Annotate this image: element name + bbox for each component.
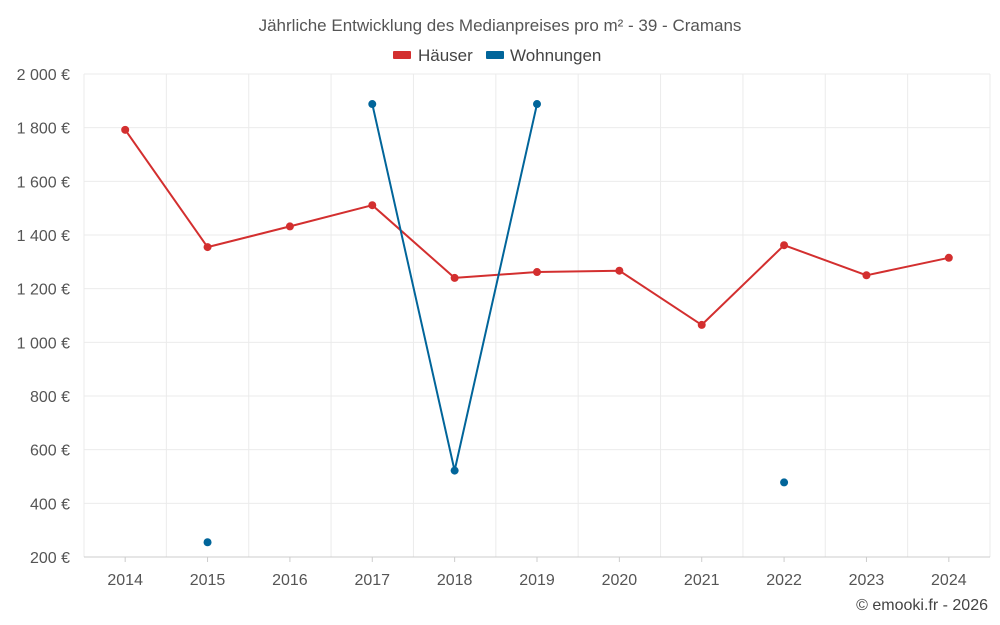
data-point-wohnungen-2015[interactable] bbox=[203, 538, 212, 547]
x-tick-label: 2020 bbox=[602, 572, 638, 589]
y-tick-label: 1 600 € bbox=[17, 174, 70, 191]
data-point-haeuser-2016[interactable] bbox=[285, 222, 294, 231]
data-point-haeuser-2017[interactable] bbox=[368, 201, 377, 210]
x-tick-label: 2021 bbox=[684, 572, 720, 589]
legend-swatch-wohnungen bbox=[486, 51, 504, 59]
legend: Häuser Wohnungen bbox=[393, 46, 601, 65]
data-point-haeuser-2019[interactable] bbox=[533, 268, 541, 277]
y-tick-label: 2 000 € bbox=[17, 67, 70, 84]
data-point-wohnungen-2019[interactable] bbox=[533, 100, 541, 109]
y-tick-label: 1 800 € bbox=[17, 121, 70, 138]
legend-swatch-haeuser bbox=[393, 51, 411, 59]
y-tick-label: 1 200 € bbox=[17, 282, 70, 299]
data-point-haeuser-2020[interactable] bbox=[615, 266, 624, 275]
data-point-wohnungen-2017[interactable] bbox=[368, 100, 377, 109]
x-tick-label: 2023 bbox=[849, 572, 885, 589]
y-tick-label: 1 400 € bbox=[17, 228, 70, 245]
copyright-text: © emooki.fr - 2026 bbox=[856, 597, 988, 614]
x-tick-label: 2017 bbox=[354, 572, 390, 589]
data-point-haeuser-2022[interactable] bbox=[780, 241, 789, 250]
y-tick-label: 1 000 € bbox=[17, 335, 70, 352]
data-point-haeuser-2023[interactable] bbox=[862, 271, 871, 280]
data-point-haeuser-2018[interactable] bbox=[450, 273, 459, 282]
data-point-wohnungen-2022[interactable] bbox=[780, 478, 789, 487]
x-tick-label: 2014 bbox=[107, 572, 143, 589]
y-tick-label: 200 € bbox=[30, 550, 70, 567]
x-tick-label: 2022 bbox=[766, 572, 802, 589]
legend-item-haeuser[interactable]: Häuser bbox=[393, 46, 473, 65]
x-tick-label: 2015 bbox=[190, 572, 226, 589]
data-point-haeuser-2014[interactable] bbox=[121, 125, 130, 134]
chart-title: Jährliche Entwicklung des Medianpreises … bbox=[259, 16, 742, 35]
legend-item-wohnungen[interactable]: Wohnungen bbox=[486, 46, 601, 65]
x-tick-label: 2019 bbox=[519, 572, 555, 589]
series-line-wohnungen bbox=[371, 103, 538, 472]
series-layer bbox=[121, 100, 953, 547]
x-tick-label: 2024 bbox=[931, 572, 967, 589]
axis-layer: 200 € 400 € 600 € 800 € 1 000 € 1 200 € 1 400 … bbox=[17, 67, 990, 589]
legend-label-wohnungen: Wohnungen bbox=[510, 46, 601, 65]
y-tick-label: 800 € bbox=[30, 389, 70, 406]
y-tick-label: 400 € bbox=[30, 496, 70, 513]
data-point-wohnungen-2018[interactable] bbox=[450, 466, 459, 475]
legend-label-haeuser: Häuser bbox=[418, 46, 473, 65]
data-point-haeuser-2015[interactable] bbox=[203, 243, 212, 252]
x-tick-label: 2016 bbox=[272, 572, 308, 589]
data-point-haeuser-2021[interactable] bbox=[697, 320, 706, 329]
x-tick-label: 2018 bbox=[437, 572, 473, 589]
y-tick-label: 600 € bbox=[30, 443, 70, 460]
data-point-haeuser-2024[interactable] bbox=[944, 253, 953, 262]
grid-layer bbox=[83, 73, 991, 557]
